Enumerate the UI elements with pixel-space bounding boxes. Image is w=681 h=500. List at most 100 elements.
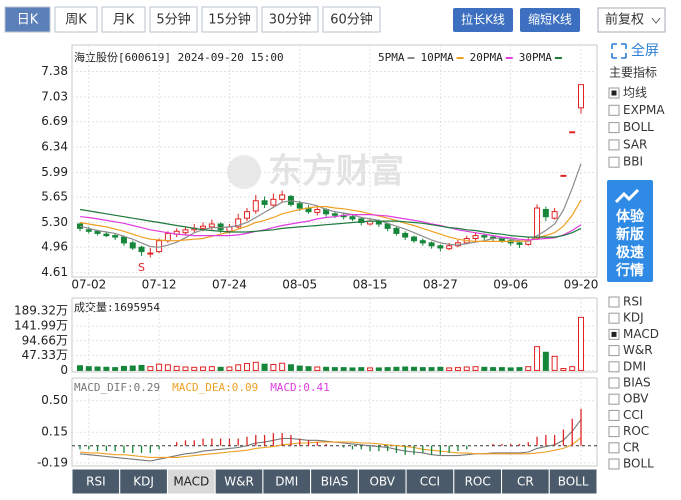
indicator-checkbox[interactable] (608, 312, 620, 324)
indicator-tab[interactable] (166, 468, 216, 495)
candle-body (138, 246, 145, 253)
indicator-tab-label[interactable]: BOLL (558, 475, 589, 489)
indicator-checkbox[interactable] (608, 458, 620, 470)
indicator-tab[interactable] (357, 468, 407, 495)
indicator-tab-label[interactable]: MACD (173, 475, 209, 489)
indicator-tab[interactable] (548, 468, 598, 495)
indicator-tab[interactable] (501, 468, 550, 495)
volume-bar (569, 366, 576, 371)
indicator-checkbox[interactable] (608, 345, 620, 357)
period-tab-label[interactable]: 30分钟 (269, 12, 312, 28)
period-tab[interactable] (4, 6, 51, 33)
indicator-label[interactable]: SAR (623, 137, 647, 151)
indicator-label[interactable]: EXPMA (623, 103, 665, 117)
indicator-tab[interactable] (214, 468, 264, 495)
indicator-checkbox[interactable] (608, 122, 620, 134)
indicator-label[interactable]: W&R (623, 343, 653, 357)
x-tick-label: 07-12 (142, 278, 177, 292)
indicator-label[interactable]: BOLL (623, 457, 654, 471)
indicator-label[interactable]: BOLL (623, 120, 654, 134)
indicator-tab-label[interactable]: ROC (465, 475, 491, 489)
indicator-tab-label[interactable]: OBV (369, 475, 395, 489)
promo-text[interactable]: 行情 (615, 262, 644, 279)
period-tab-label[interactable]: 日K (17, 13, 39, 28)
indicator-checkbox[interactable] (608, 139, 620, 151)
zoom-button-label[interactable]: 拉长K线 (461, 12, 505, 27)
indicator-tab-label[interactable]: W&R (224, 475, 254, 489)
period-tab[interactable] (54, 6, 98, 33)
indicator-checkbox[interactable] (608, 296, 620, 308)
indicator-label[interactable]: RSI (623, 295, 643, 309)
volume-bar (305, 366, 312, 371)
indicator-tab-label[interactable]: KDJ (133, 475, 154, 489)
indicator-checkbox[interactable] (608, 361, 620, 373)
indicator-label[interactable]: BBI (623, 155, 643, 169)
indicator-tab-label[interactable]: RSI (86, 475, 106, 489)
indicator-tab-label[interactable]: CR (517, 475, 534, 489)
indicator-checkbox[interactable] (608, 393, 620, 405)
macd-legend: MACD_DEA:0.09 (172, 381, 258, 394)
ma-line (79, 208, 582, 238)
volume-bar (226, 366, 233, 371)
indicator-tab-label[interactable]: DMI (275, 475, 298, 489)
indicator-tab[interactable] (119, 468, 168, 495)
fullscreen[interactable]: 全屏 (611, 42, 659, 59)
promo-text[interactable]: 体验 (616, 208, 645, 225)
indicator-label[interactable]: CCI (623, 408, 643, 422)
indicator-checkbox[interactable] (608, 156, 620, 168)
indicator-checkbox[interactable] (608, 426, 620, 438)
volume-bar (367, 367, 374, 371)
indicator-tab-label[interactable]: BIAS (321, 475, 349, 489)
zoom-button[interactable] (453, 8, 513, 32)
period-tab[interactable] (261, 6, 319, 33)
y-tick-label: 7.38 (41, 64, 68, 78)
promo-text[interactable]: 极速 (616, 244, 644, 261)
indicator-tab[interactable] (262, 468, 312, 495)
chart-title: 海立股份[600619] 2024-09-20 15:00 (74, 50, 284, 64)
ma-line (79, 199, 582, 242)
promo-text[interactable]: 新版 (616, 226, 644, 243)
period-tab[interactable] (322, 6, 381, 33)
period-tab[interactable] (201, 6, 258, 33)
volume-bar (235, 364, 242, 371)
candle-body (419, 240, 426, 244)
indicator-label[interactable]: CR (623, 440, 640, 454)
zoom-button-label[interactable]: 缩短K线 (528, 12, 572, 27)
indicator-tab[interactable] (310, 468, 359, 495)
volume-bar (164, 364, 171, 371)
indicator-checkbox[interactable] (608, 442, 620, 454)
indicator-checkbox[interactable] (608, 104, 620, 116)
indicator-label[interactable]: DMI (623, 359, 646, 373)
period-tab-label[interactable]: 60分钟 (330, 12, 373, 28)
y-tick-label: 189.32万 (14, 304, 68, 318)
volume-bar (244, 363, 250, 371)
volume-bar (173, 365, 180, 371)
period-tab-label[interactable]: 月K (113, 13, 135, 28)
adjust-select-label[interactable]: 前复权 (605, 12, 644, 28)
period-tab[interactable] (101, 6, 146, 33)
period-tab-label[interactable]: 周K (65, 13, 87, 28)
candle-body (244, 211, 250, 219)
indicator-checkbox[interactable] (608, 409, 620, 421)
period-tab-label[interactable]: 15分钟 (208, 12, 251, 28)
candle-body (516, 242, 523, 245)
period-tab[interactable] (149, 6, 198, 33)
zoom-button[interactable] (520, 8, 580, 32)
indicator-tab[interactable] (405, 468, 455, 495)
y-tick-label: 4.61 (41, 265, 68, 279)
period-tab-label[interactable]: 5分钟 (156, 12, 190, 28)
indicator-label[interactable]: OBV (623, 392, 649, 406)
promo-box[interactable] (607, 180, 653, 282)
volume-bar (375, 367, 382, 371)
indicator-label[interactable]: 均线 (623, 86, 647, 100)
indicator-label[interactable]: KDJ (623, 311, 644, 325)
volume-bar (393, 366, 400, 371)
promo-button[interactable] (607, 180, 653, 282)
fullscreen-label[interactable]: 全屏 (631, 42, 659, 59)
indicator-label[interactable]: BIAS (623, 376, 651, 390)
indicator-tab-label[interactable]: CCI (420, 475, 440, 489)
indicator-label[interactable]: ROC (623, 424, 649, 438)
indicator-label[interactable]: MACD (623, 327, 659, 341)
y-tick-label: 0.50 (41, 393, 68, 407)
indicator-checkbox[interactable] (608, 377, 620, 389)
